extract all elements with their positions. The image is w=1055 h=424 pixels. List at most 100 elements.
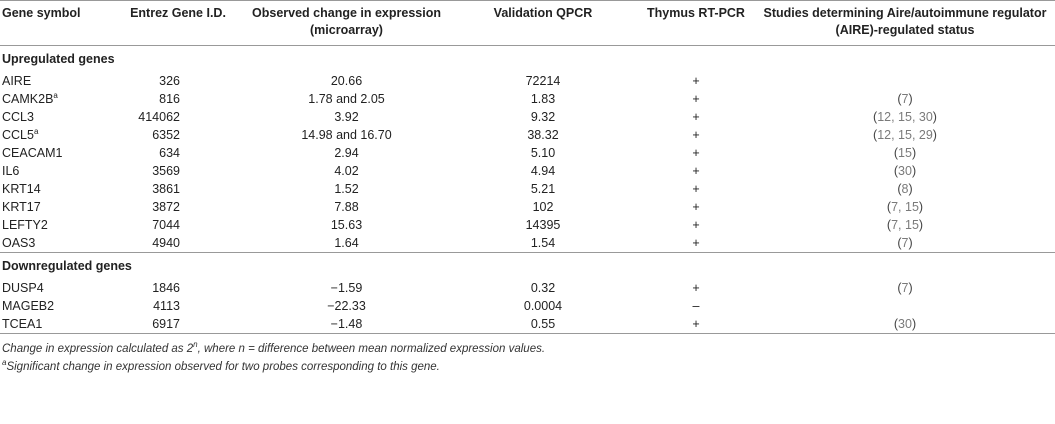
- cell-validation-qpcr: 9.32: [530, 110, 556, 124]
- studies-ref-numbers[interactable]: 8: [901, 182, 909, 196]
- studies-open-paren: (: [897, 281, 902, 295]
- studies-ref-numbers[interactable]: 30: [898, 164, 912, 178]
- footnote-exponent: n: [193, 340, 198, 350]
- cell-gene-symbol: DUSP4: [0, 279, 112, 297]
- cell-gene-symbol: TCEA1: [0, 315, 112, 334]
- table-row: KRT17 3872 7.88 102 + (7, 15): [0, 198, 1055, 216]
- studies-ref-numbers[interactable]: 12, 15, 30: [877, 110, 933, 124]
- studies-close-paren: ): [932, 110, 937, 124]
- studies-ref-numbers[interactable]: 7, 15: [891, 200, 919, 214]
- cell-studies: (12, 15, 29): [755, 126, 1055, 144]
- table-row: CAMK2Ba 816 1.78 and 2.05 1.83 + (7): [0, 90, 1055, 108]
- gene-symbol-text: CCL5: [2, 128, 34, 142]
- gene-symbol-text: AIRE: [2, 74, 32, 88]
- studies-open-paren: (: [873, 128, 878, 142]
- cell-studies: (12, 15, 30): [755, 108, 1055, 126]
- cell-gene-symbol: IL6: [0, 162, 112, 180]
- downregulated-section: Downregulated genes DUSP4 1846 −1.59 0.32 +(…: [0, 252, 1055, 334]
- cell-validation-qpcr: 5.21: [530, 182, 556, 196]
- footnote-probes-text: Significant change in expression observe…: [6, 361, 440, 373]
- gene-symbol-footnote-marker: a: [33, 126, 39, 136]
- studies-close-paren: ): [911, 317, 917, 331]
- cell-observed-change: 4.02: [334, 164, 359, 178]
- table-row: MAGEB2 4113 −22.33 0.0004 –: [0, 297, 1055, 315]
- studies-open-paren: (: [897, 236, 902, 250]
- cell-observed-change: 20.66: [330, 74, 363, 88]
- studies-open-paren: (: [886, 200, 892, 214]
- studies-ref-numbers[interactable]: 7, 15: [891, 218, 919, 232]
- studies-close-paren: ): [908, 92, 913, 106]
- cell-observed-change: 2.94: [334, 146, 359, 160]
- cell-thymus-rtpcr: +: [692, 182, 700, 196]
- cell-observed-change: 3.92: [334, 110, 359, 124]
- cell-observed-change: 7.88: [334, 200, 359, 214]
- header-entrez: Entrez Gene I.D.: [130, 6, 226, 20]
- studies-close-paren: ): [911, 164, 917, 178]
- footnote-calculation-text-end: , where n = difference between mean norm…: [197, 343, 546, 355]
- cell-entrez-id: 4113: [153, 299, 180, 313]
- cell-studies: (7, 15): [755, 216, 1055, 234]
- studies-open-paren: (: [893, 164, 899, 178]
- studies-ref-numbers[interactable]: 12, 15, 29: [877, 128, 933, 142]
- section-title-upregulated: Upregulated genes: [2, 52, 115, 66]
- studies-open-paren: (: [873, 110, 878, 124]
- cell-observed-change: −22.33: [327, 299, 366, 313]
- gene-symbol-text: DUSP4: [2, 281, 44, 295]
- studies-ref-numbers[interactable]: 7: [901, 236, 909, 250]
- cell-studies: (30): [755, 162, 1055, 180]
- cell-entrez-id: 6917: [112, 315, 244, 334]
- cell-gene-symbol: AIRE: [0, 72, 112, 90]
- studies-close-paren: ): [908, 236, 913, 250]
- cell-validation-qpcr: 72214: [525, 74, 561, 88]
- table-row: CEACAM1 634 2.94 5.10 + (15): [0, 144, 1055, 162]
- studies-ref-numbers[interactable]: 30: [898, 317, 912, 331]
- studies-ref-numbers[interactable]: 15: [898, 146, 912, 160]
- cell-thymus-rtpcr: +: [692, 164, 700, 178]
- gene-symbol-text: CAMK2B: [2, 92, 54, 106]
- studies-ref-numbers[interactable]: 7: [901, 281, 909, 295]
- studies-close-paren: ): [932, 128, 937, 142]
- studies-open-paren: (: [893, 317, 899, 331]
- table-row: TCEA1 6917 −1.48 0.55 + (30): [0, 315, 1055, 334]
- cell-gene-symbol: CEACAM1: [0, 144, 112, 162]
- studies-open-paren: (: [897, 92, 902, 106]
- cell-studies: (7): [755, 234, 1055, 253]
- cell-observed-change: 1.64: [334, 236, 359, 250]
- cell-validation-qpcr: 38.32: [527, 128, 559, 142]
- cell-studies: (7, 15): [755, 198, 1055, 216]
- cell-thymus-rtpcr: +: [637, 315, 755, 334]
- cell-gene-symbol: CAMK2Ba: [0, 90, 112, 108]
- studies-open-paren: (: [897, 182, 902, 196]
- cell-gene-symbol: MAGEB2: [0, 297, 112, 315]
- cell-studies: (7): [755, 279, 1055, 297]
- studies-close-paren: ): [908, 281, 913, 295]
- table-row: IL6 3569 4.02 4.94 + (30): [0, 162, 1055, 180]
- table-row: KRT14 3861 1.52 5.21 + (8): [0, 180, 1055, 198]
- gene-symbol-text: MAGEB2: [2, 299, 55, 313]
- table-row: LEFTY2 7044 15.63 14395 + (7, 15): [0, 216, 1055, 234]
- gene-symbol-text: CCL3: [2, 110, 34, 124]
- studies-open-paren: (: [886, 218, 892, 232]
- cell-entrez-id: 3861: [152, 182, 180, 196]
- gene-symbol-text: LEFTY2: [2, 218, 48, 232]
- table-row: AIRE 326 20.66 72214 +: [0, 72, 1055, 90]
- cell-entrez-id: 6352: [152, 128, 180, 142]
- header-studies: Studies determining Aire/autoimmune regu…: [763, 6, 1047, 37]
- cell-observed-change: 15.63: [330, 218, 363, 232]
- cell-entrez-id: 326: [159, 74, 180, 88]
- cell-observed-change: 1.52: [334, 182, 359, 196]
- cell-validation-qpcr: 0.55: [449, 315, 637, 334]
- cell-thymus-rtpcr: +: [692, 128, 700, 142]
- footnote-probes: aSignificant change in expression observ…: [2, 358, 1055, 376]
- cell-validation-qpcr: 0.0004: [523, 299, 563, 313]
- studies-close-paren: ): [918, 218, 924, 232]
- cell-validation-qpcr: 4.94: [530, 164, 556, 178]
- upregulated-section: Upregulated genes AIRE 326 20.66 72214 + CAMK…: [0, 46, 1055, 253]
- gene-symbol-footnote-marker: a: [53, 90, 58, 100]
- footnote-calculation: Change in expression calculated as 2n, w…: [2, 340, 1055, 358]
- studies-close-paren: ): [911, 146, 917, 160]
- cell-gene-symbol: OAS3: [0, 234, 112, 253]
- cell-studies: [755, 297, 1055, 315]
- studies-ref-numbers[interactable]: 7: [901, 92, 909, 106]
